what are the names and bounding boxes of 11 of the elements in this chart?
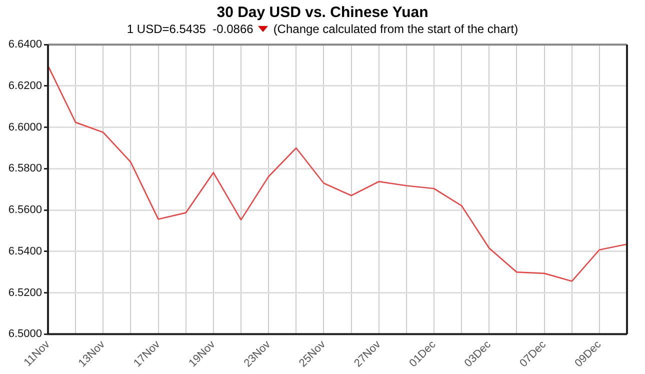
y-tick-label: 6.6200 (8, 80, 42, 92)
chart-subtitle: 1 USD=6.5435 -0.0866 (126, 22, 254, 36)
y-tick-label: 6.6400 (8, 38, 42, 51)
y-tick-label: 6.5800 (8, 162, 42, 175)
y-tick-label: 6.5000 (8, 328, 42, 340)
y-tick-label: 6.5200 (8, 286, 42, 299)
y-tick-label: 6.5600 (8, 204, 42, 216)
text: (Change calculated from the start of the chart) (273, 22, 518, 36)
y-tick-label: 6.5400 (8, 245, 42, 258)
chart-title: 30 Day USD vs. Chinese Yuan (216, 3, 430, 22)
y-tick-label: 6.6000 (8, 121, 42, 134)
